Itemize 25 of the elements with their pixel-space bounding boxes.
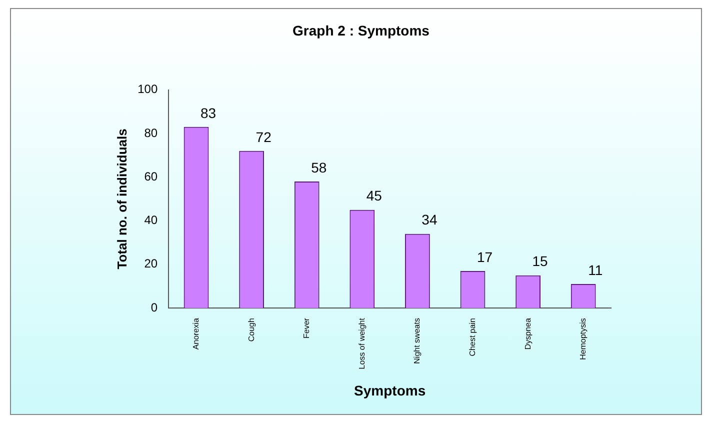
x-tick-label: Loss of weight <box>357 317 366 370</box>
data-label: 45 <box>366 188 382 204</box>
y-tick-label: 60 <box>144 169 158 184</box>
y-tick-label: 80 <box>144 126 158 140</box>
y-tick-label: 0 <box>150 300 158 314</box>
data-label: 17 <box>476 248 493 265</box>
chart-title: Graph 2 : Symptoms <box>292 22 430 38</box>
data-label: 83 <box>200 104 216 121</box>
x-tick-label: Dyspnea <box>523 318 532 350</box>
data-label: 15 <box>532 253 548 270</box>
x-tick-label: Cough <box>246 318 256 342</box>
data-label: 11 <box>588 262 603 278</box>
data-label: 58 <box>311 159 327 176</box>
y-tick-label: 20 <box>144 256 158 271</box>
y-axis-title: Total no. of individuals <box>114 128 130 270</box>
x-tick-label: Anorexia <box>191 318 200 350</box>
x-tick-label: Fever <box>302 318 312 339</box>
x-tick-label: Chest pain <box>468 318 477 356</box>
data-label: 72 <box>256 128 272 145</box>
x-axis-title: Symptoms <box>354 382 426 398</box>
y-tick-label: 40 <box>144 213 158 228</box>
y-tick-label: 100 <box>138 82 158 96</box>
x-tick-label: Night sweats <box>412 318 422 364</box>
data-label: 34 <box>422 212 438 228</box>
x-tick-label: Hemoptysis <box>578 318 588 360</box>
